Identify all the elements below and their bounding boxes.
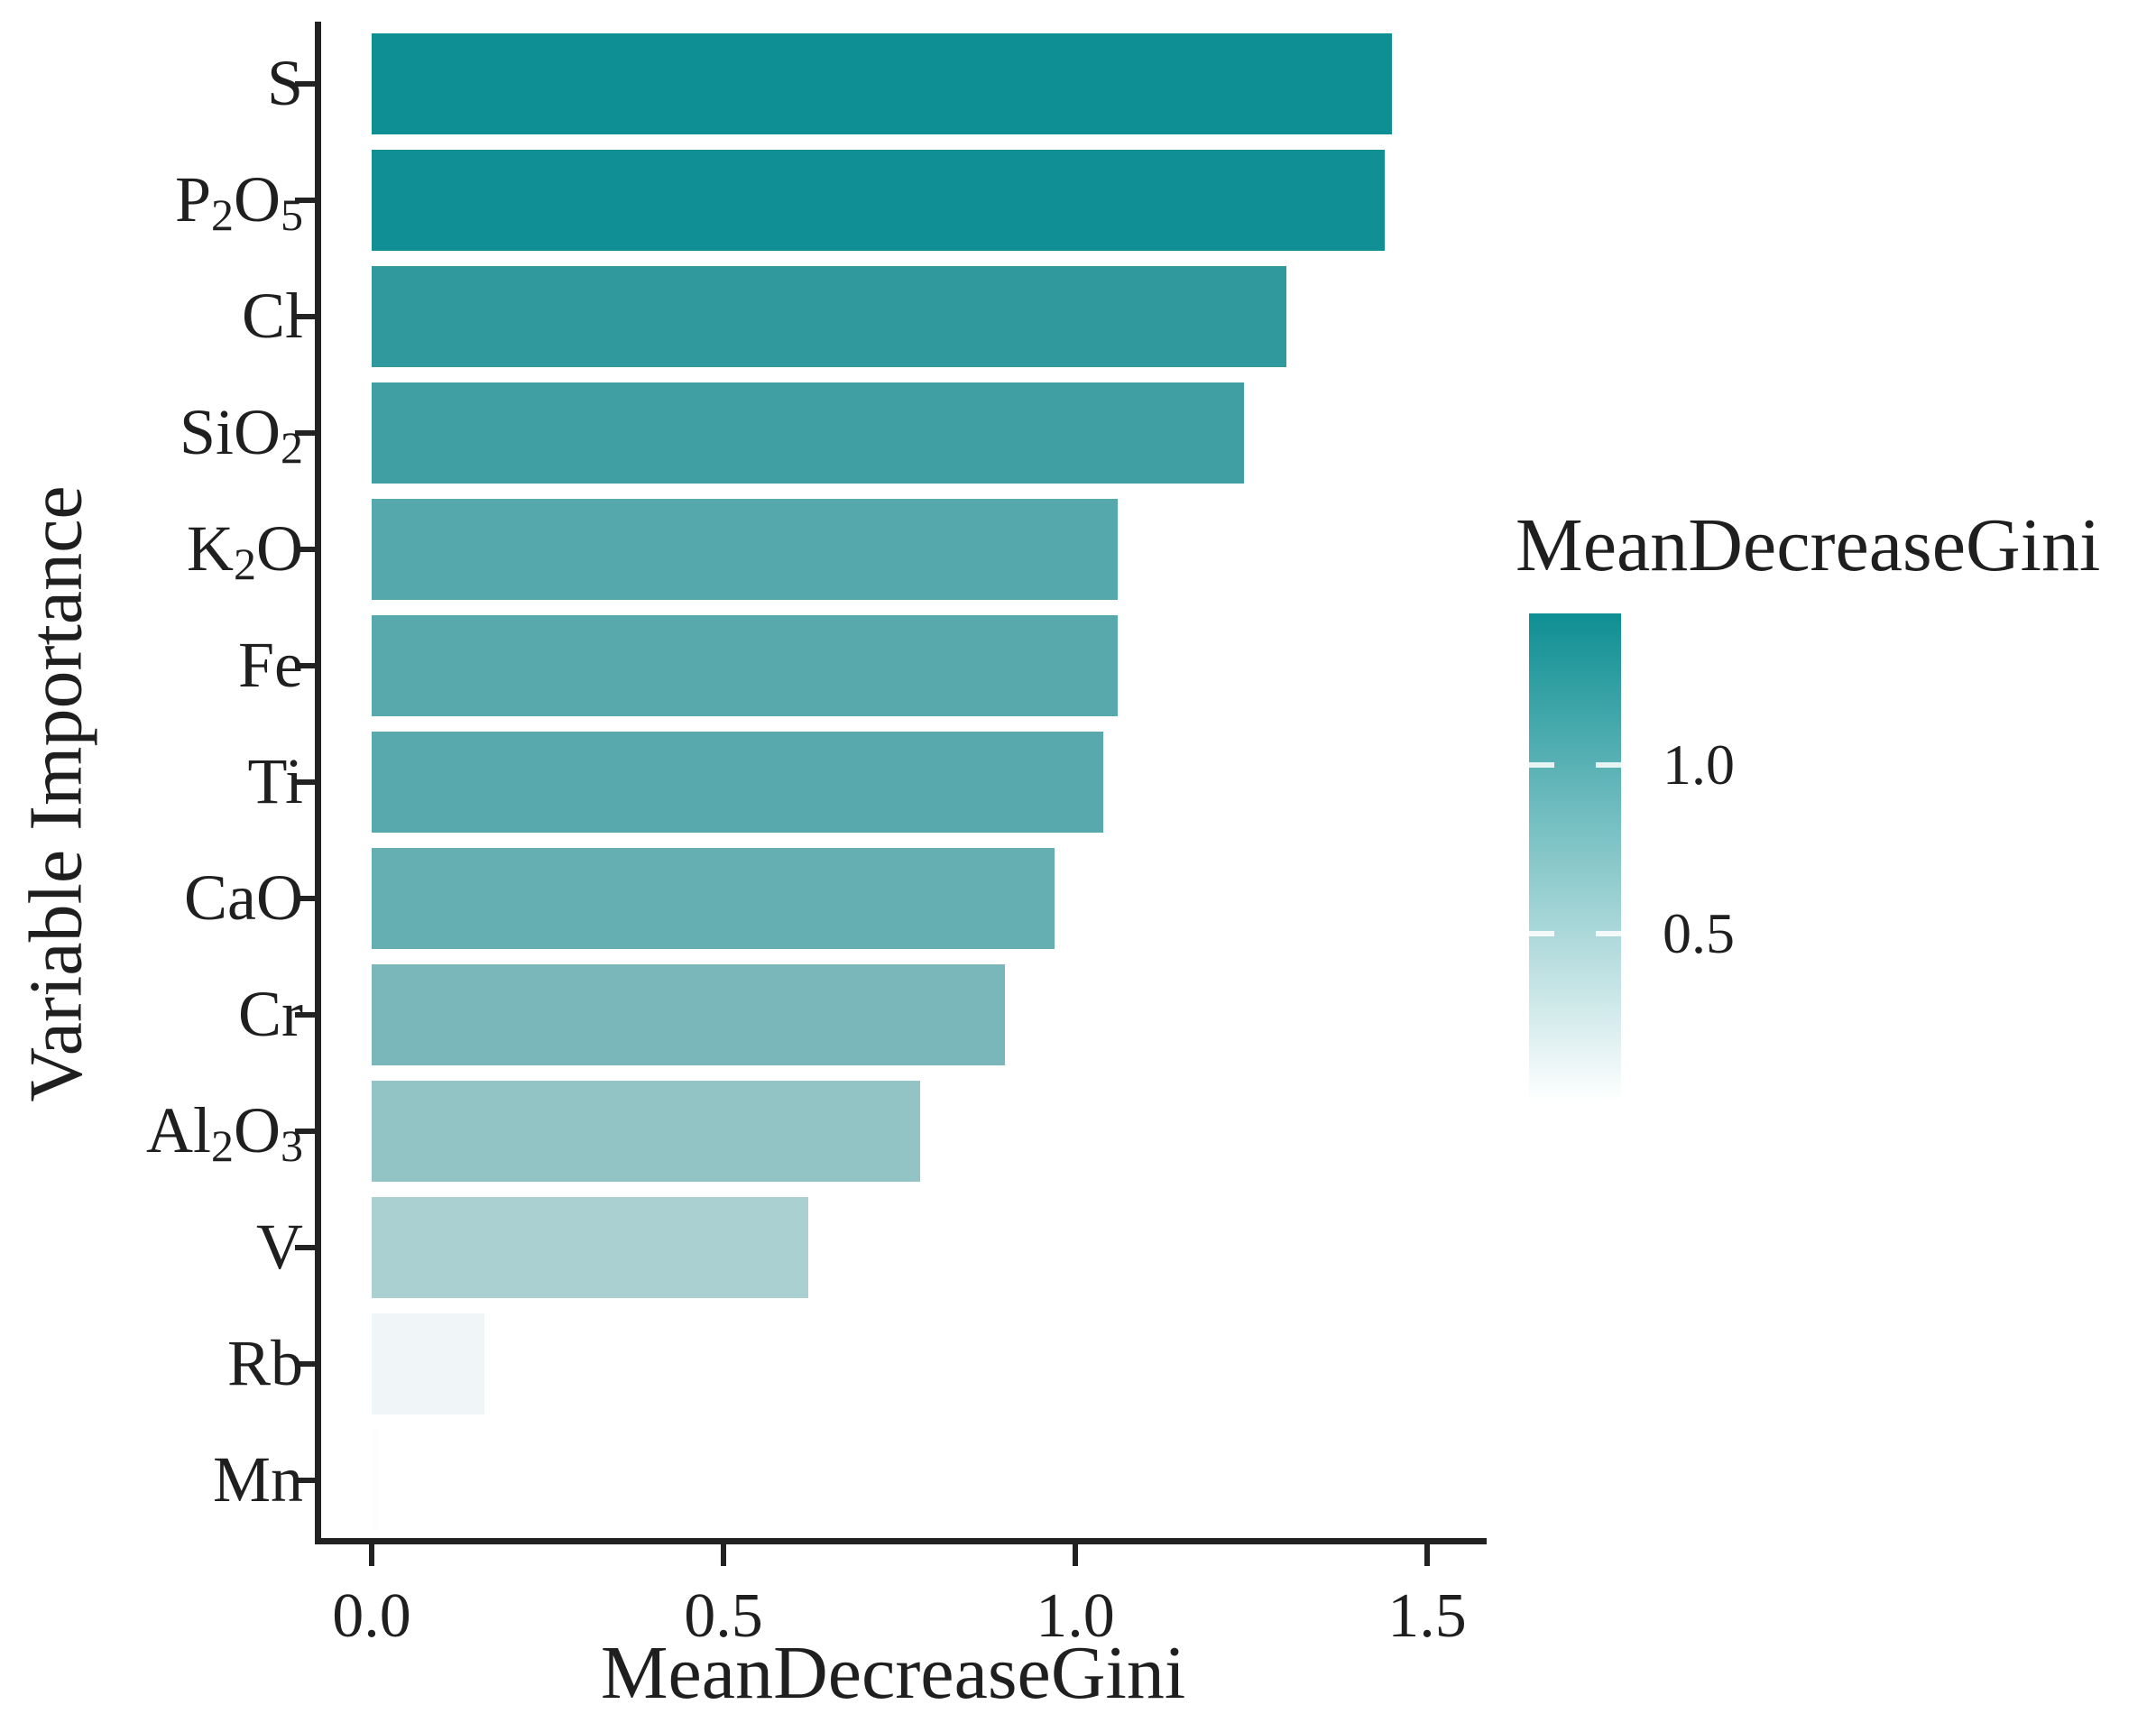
legend-tick-label-0.5: 0.5 xyxy=(1663,901,1735,966)
x-axis-line xyxy=(315,1538,1487,1544)
label-text: P xyxy=(174,163,211,235)
label-text: O xyxy=(234,163,281,235)
legend-tick-1.0-right xyxy=(1596,762,1621,769)
bar-K2O xyxy=(372,498,1118,600)
label-text: V xyxy=(256,1211,303,1283)
legend-title: MeanDecreaseGini xyxy=(1516,503,2101,587)
bar-Rb xyxy=(372,1313,484,1414)
label-subscript: 2 xyxy=(281,421,303,473)
bar-Fe xyxy=(372,614,1118,716)
y-axis-line xyxy=(315,22,321,1544)
bar-Mn xyxy=(372,1429,379,1531)
y-tick-P2O5 xyxy=(295,197,315,203)
legend-colorbar-gradient xyxy=(1529,613,1621,1102)
x-tick-label-0.5: 0.5 xyxy=(684,1581,763,1651)
label-subscript: 3 xyxy=(281,1119,303,1171)
label-text: O xyxy=(256,512,303,585)
y-tick-Cl xyxy=(295,313,315,319)
bar-Cl xyxy=(372,265,1286,367)
y-tick-label-Ti: Ti xyxy=(0,732,303,833)
x-tick-0.5 xyxy=(721,1544,726,1566)
label-text: Al xyxy=(146,1094,211,1166)
label-text: Cr xyxy=(238,978,303,1050)
label-subscript: 2 xyxy=(211,189,234,240)
legend-tick-1.0-left xyxy=(1529,762,1554,769)
y-tick-label-Mn: Mn xyxy=(0,1430,303,1531)
y-tick-Cr xyxy=(295,1011,315,1018)
label-text: Rb xyxy=(226,1327,303,1399)
bar-Al2O3 xyxy=(372,1080,920,1182)
x-tick-label-0.0: 0.0 xyxy=(332,1581,411,1651)
y-tick-V xyxy=(295,1244,315,1250)
y-tick-Mn xyxy=(295,1477,315,1483)
x-tick-1.5 xyxy=(1424,1544,1430,1566)
y-tick-label-Al2O3: Al 2 O 3 xyxy=(0,1081,303,1182)
y-tick-S xyxy=(295,80,315,87)
label-text: S xyxy=(266,47,303,119)
y-tick-Fe xyxy=(295,662,315,668)
x-tick-1.0 xyxy=(1073,1544,1078,1566)
label-subscript: 2 xyxy=(234,538,256,589)
y-tick-label-V: V xyxy=(0,1197,303,1298)
label-text: Cl xyxy=(241,280,303,352)
x-axis-title: MeanDecreaseGini xyxy=(600,1631,1186,1715)
legend-tick-label-1.0: 1.0 xyxy=(1663,733,1735,797)
legend-tick-0.5-left xyxy=(1529,931,1554,937)
y-tick-Ti xyxy=(295,779,315,785)
y-tick-Rb xyxy=(295,1360,315,1367)
label-subscript: 2 xyxy=(211,1119,234,1171)
label-text: Fe xyxy=(238,629,303,701)
y-tick-Al2O3 xyxy=(295,1128,315,1134)
label-text: K xyxy=(187,512,234,585)
x-tick-0.0 xyxy=(369,1544,374,1566)
y-tick-SiO2 xyxy=(295,429,315,436)
label-text: Mn xyxy=(212,1443,303,1516)
label-text: Ti xyxy=(247,745,303,817)
y-tick-label-SiO2: SiO 2 xyxy=(0,382,303,484)
y-tick-label-CaO: CaO xyxy=(0,848,303,949)
x-tick-label-1.0: 1.0 xyxy=(1036,1581,1115,1651)
label-subscript: 5 xyxy=(281,189,303,240)
y-tick-label-Fe: Fe xyxy=(0,615,303,716)
y-tick-label-Rb: Rb xyxy=(0,1313,303,1414)
bar-V xyxy=(372,1196,808,1298)
legend-tick-0.5-right xyxy=(1596,931,1621,937)
bar-Cr xyxy=(372,963,1005,1065)
y-tick-label-Cr: Cr xyxy=(0,964,303,1065)
y-tick-label-S: S xyxy=(0,33,303,134)
y-tick-K2O xyxy=(295,546,315,552)
bar-S xyxy=(372,32,1392,134)
y-tick-label-Cl: Cl xyxy=(0,266,303,367)
bar-CaO xyxy=(372,847,1055,949)
x-tick-label-1.5: 1.5 xyxy=(1387,1581,1467,1651)
bar-SiO2 xyxy=(372,382,1244,484)
y-tick-CaO xyxy=(295,895,315,901)
bar-Ti xyxy=(372,731,1103,833)
bar-P2O5 xyxy=(372,149,1385,251)
label-text: O xyxy=(234,1094,281,1166)
label-text: SiO xyxy=(179,396,281,468)
label-text: CaO xyxy=(184,862,303,934)
